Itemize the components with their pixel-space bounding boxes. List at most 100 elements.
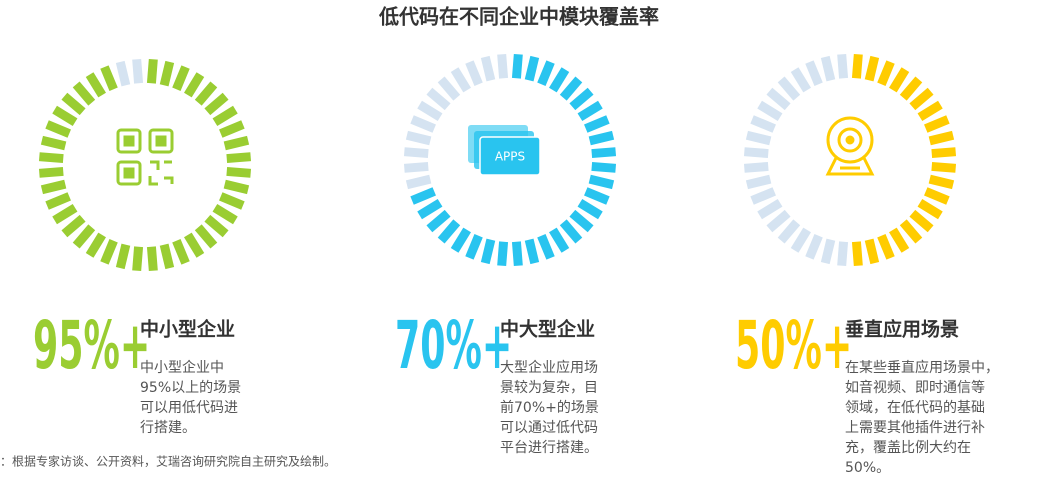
ring-segment bbox=[437, 76, 461, 101]
ring-segment bbox=[928, 174, 955, 190]
segment-description: 如音视频、即时通信等 bbox=[845, 379, 985, 396]
ring-segment bbox=[194, 81, 218, 106]
ring-segment bbox=[864, 238, 880, 265]
ring-segment bbox=[184, 72, 205, 98]
ring-segment bbox=[569, 87, 594, 111]
ring-segment bbox=[72, 81, 96, 106]
ring-segment bbox=[537, 234, 555, 260]
ring-segment bbox=[450, 67, 471, 93]
ring-segment bbox=[497, 241, 509, 267]
ring-segment bbox=[851, 53, 863, 79]
ring-segment bbox=[223, 179, 250, 195]
ring-segment bbox=[226, 166, 252, 178]
ring-segment bbox=[417, 100, 443, 121]
ring-segment bbox=[52, 105, 78, 126]
ring-segment bbox=[219, 120, 245, 138]
ring-segment bbox=[877, 234, 895, 260]
ring-segment bbox=[61, 92, 86, 116]
ring-segment bbox=[184, 232, 205, 258]
segment-description: 中小型企业中 bbox=[140, 359, 224, 376]
ring-segment bbox=[820, 55, 836, 82]
ring-segment bbox=[146, 246, 158, 272]
ring-segment bbox=[480, 55, 496, 82]
ring-segment bbox=[45, 192, 71, 210]
segment-description: 50%。 bbox=[845, 460, 890, 476]
ring-segment bbox=[38, 152, 64, 164]
ring-segment bbox=[777, 219, 801, 244]
ring-segment bbox=[159, 243, 175, 270]
apps-icon-text: APPS bbox=[495, 150, 525, 164]
ring-segment bbox=[837, 241, 849, 267]
ring-segment bbox=[559, 219, 583, 244]
ring-segment bbox=[591, 161, 617, 173]
segment-heading: 中小型企业 bbox=[140, 318, 235, 341]
ring-segment bbox=[899, 76, 923, 101]
ring-segment bbox=[403, 147, 429, 159]
ring-segment bbox=[931, 161, 957, 173]
ring-segment bbox=[743, 147, 769, 159]
segment-description: 可以通过低代码 bbox=[500, 420, 598, 436]
ring-segment bbox=[40, 179, 67, 195]
value-label: 50%+ bbox=[735, 307, 852, 384]
ring-segment bbox=[212, 105, 238, 126]
ring-segment bbox=[405, 174, 432, 190]
ring-segment bbox=[924, 115, 950, 133]
ring-segment bbox=[569, 209, 594, 233]
ring-segment bbox=[584, 187, 610, 205]
ring-segment bbox=[889, 227, 910, 253]
ring-segment bbox=[219, 192, 245, 210]
ring-segment bbox=[745, 174, 772, 190]
ring-segment bbox=[577, 199, 603, 220]
ring-segment bbox=[61, 214, 86, 238]
ring-segment bbox=[559, 76, 583, 101]
ring-segment bbox=[40, 135, 67, 151]
segment-heading: 中大型企业 bbox=[500, 318, 595, 341]
ring-segment bbox=[928, 130, 955, 146]
ring-segment bbox=[410, 187, 436, 205]
value-label: 95%+ bbox=[33, 307, 150, 384]
ring-segment bbox=[837, 53, 849, 79]
ring-segment bbox=[790, 67, 811, 93]
segment-description: 充，覆盖比例大约在 bbox=[845, 440, 971, 456]
ring-segment bbox=[223, 135, 250, 151]
ring-segment bbox=[38, 166, 64, 178]
ring-segment bbox=[410, 115, 436, 133]
segment-description: 95%以上的场景 bbox=[140, 380, 241, 396]
ring-segment bbox=[524, 238, 540, 265]
segment-description: 可以用低代码进 bbox=[140, 400, 238, 416]
ring-segment bbox=[851, 241, 863, 267]
ring-segment bbox=[497, 53, 509, 79]
source-note: ：根据专家访谈、公开资料，艾瑞咨询研究院自主研究及绘制。 bbox=[0, 454, 336, 469]
segment-description: 上需要其他插件进行补 bbox=[845, 420, 985, 436]
ring-segment bbox=[757, 100, 783, 121]
ring-segment bbox=[790, 227, 811, 253]
segment-description: 大型企业应用场 bbox=[500, 359, 598, 376]
ring-segment bbox=[577, 100, 603, 121]
ring-segment bbox=[204, 214, 229, 238]
segment-description: 领域，在低代码的基础 bbox=[845, 399, 985, 416]
segment-description: 行搭建。 bbox=[140, 420, 196, 436]
ring-segment bbox=[52, 204, 78, 225]
ring-segment bbox=[588, 130, 615, 146]
ring-segment bbox=[146, 58, 158, 84]
ring-segment bbox=[72, 224, 96, 249]
ring-segment bbox=[917, 199, 943, 220]
ring-segment bbox=[417, 199, 443, 220]
ring-segment bbox=[777, 76, 801, 101]
ring-segment bbox=[85, 232, 106, 258]
ring-segment bbox=[511, 241, 523, 267]
ring-segment bbox=[924, 187, 950, 205]
ring-segment bbox=[750, 115, 776, 133]
ring-filled bbox=[38, 58, 252, 272]
ring-segment bbox=[132, 58, 144, 84]
qr-icon bbox=[116, 128, 174, 186]
segment-description: 在某些垂直应用场景中， bbox=[845, 359, 999, 376]
ring-segment bbox=[226, 152, 252, 164]
segment-description: 景较为复杂，目 bbox=[500, 379, 598, 396]
ring-segment bbox=[212, 204, 238, 225]
ring-rest bbox=[403, 53, 509, 190]
value-label: 70%+ bbox=[395, 307, 512, 384]
ring-segment bbox=[172, 65, 190, 91]
ring-segment bbox=[766, 209, 791, 233]
